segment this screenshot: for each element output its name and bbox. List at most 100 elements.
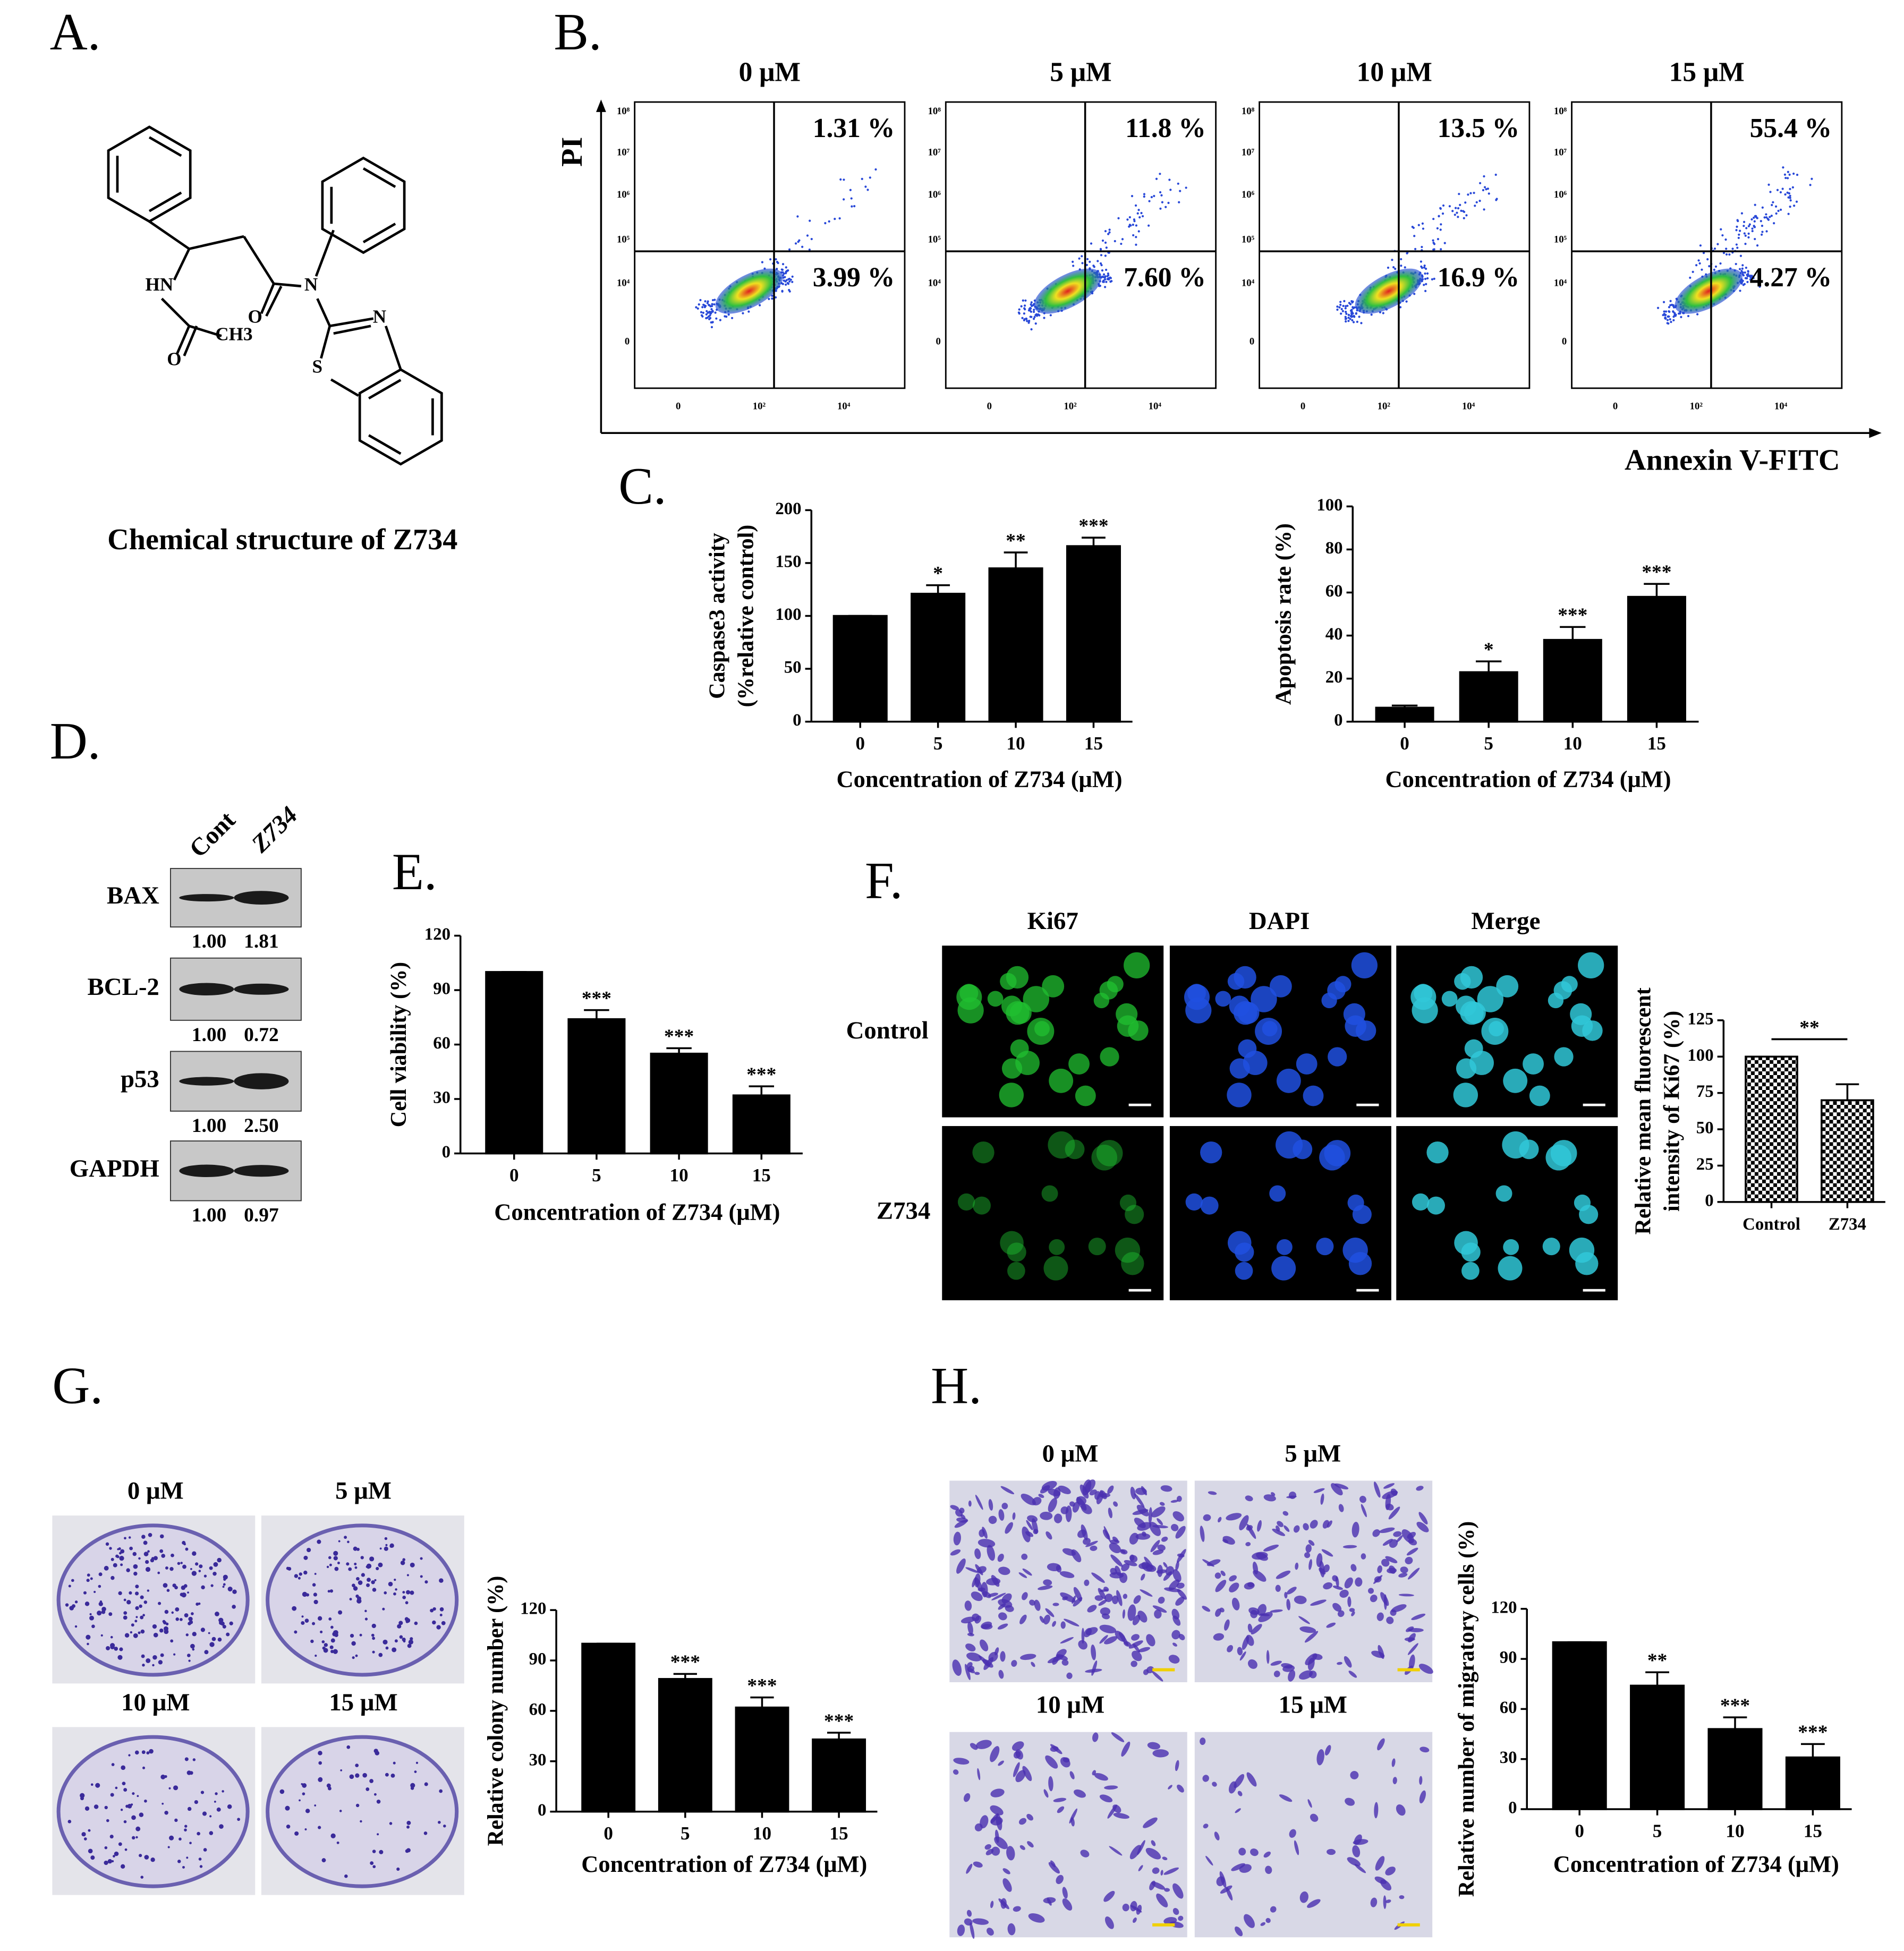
y-tick-label: 75 (1696, 1082, 1714, 1101)
colony (120, 1809, 123, 1811)
flow-event (1750, 275, 1753, 277)
flow-event (1792, 172, 1795, 175)
flow-event (1120, 242, 1123, 245)
colony (356, 1598, 362, 1604)
colony (203, 1848, 207, 1852)
cell (1100, 1047, 1119, 1067)
double-bond (362, 223, 396, 243)
flow-event (1424, 272, 1426, 275)
flow-event (1030, 307, 1032, 310)
migrated-cell (1239, 1651, 1246, 1661)
colony (330, 1638, 335, 1643)
migrated-cell (979, 1529, 985, 1537)
flow-event (1443, 242, 1446, 244)
migrated-cell (1215, 1608, 1221, 1617)
colony (123, 1598, 126, 1601)
x-tick-label: Control (1742, 1215, 1800, 1234)
colony (432, 1620, 436, 1625)
migrated-cell (1383, 1895, 1387, 1909)
flow-event (1150, 195, 1153, 199)
migrated-cell (988, 1515, 997, 1524)
atom-label: O (248, 306, 262, 327)
colony (84, 1601, 90, 1606)
blot-ratio: 1.00 (192, 931, 227, 952)
colony (324, 1643, 328, 1647)
y-tick-label: 0 (1705, 1191, 1713, 1210)
colony (130, 1631, 133, 1634)
migrated-cell (1058, 1485, 1071, 1494)
flow-event (1352, 306, 1354, 309)
flow-event (1143, 195, 1145, 198)
colony (95, 1783, 100, 1788)
migrated-cell (1418, 1664, 1433, 1674)
colony (349, 1774, 354, 1779)
flow-event (1032, 310, 1035, 313)
flow-event (1779, 208, 1782, 211)
migrated-cell (1337, 1610, 1345, 1617)
flow-event (1161, 201, 1163, 203)
migrated-cell (1021, 1553, 1028, 1560)
colony (404, 1617, 409, 1621)
band (179, 1077, 234, 1086)
colony (140, 1876, 144, 1879)
flow-event (1105, 246, 1108, 249)
double-bond (148, 191, 182, 212)
colony (83, 1837, 87, 1841)
migrated-cell (1354, 1834, 1362, 1845)
colony (110, 1557, 114, 1561)
flow-event (1495, 198, 1498, 200)
migrated-cell (1103, 1526, 1111, 1543)
flow-event (1346, 304, 1349, 307)
migrated-cell (1286, 1587, 1297, 1595)
flow-event (1136, 212, 1139, 215)
colony (104, 1805, 108, 1810)
migrated-cell (1132, 1650, 1142, 1662)
flow-event (869, 176, 871, 179)
colony (350, 1633, 354, 1638)
colony (201, 1585, 205, 1590)
migrated-cell (1212, 1782, 1217, 1787)
colony (190, 1643, 195, 1649)
flow-event (1720, 228, 1722, 231)
colony (180, 1562, 183, 1564)
migrated-cell (950, 1505, 959, 1511)
flow-event (1406, 252, 1408, 254)
cell (1000, 973, 1017, 990)
significance: ** (1647, 1650, 1667, 1672)
colony (322, 1646, 326, 1650)
colony (304, 1828, 307, 1830)
migrated-cell (991, 1575, 1000, 1587)
colony (115, 1786, 118, 1790)
migrated-cell (1056, 1875, 1064, 1885)
colony (139, 1604, 142, 1608)
migrated-cell (1294, 1595, 1307, 1604)
migrated-cell (1214, 1572, 1221, 1579)
flow-event (1663, 313, 1665, 316)
colony (439, 1613, 443, 1616)
atom-label: S (312, 356, 323, 377)
migrated-cell (1137, 1522, 1152, 1531)
flow-event (1767, 183, 1770, 186)
migrated-cell (1392, 1777, 1397, 1784)
flow-event (1168, 178, 1171, 181)
flow-event (775, 296, 777, 299)
colony (326, 1783, 331, 1788)
colony (364, 1617, 368, 1621)
migrated-cell (1048, 1862, 1060, 1874)
flow-tick-label: 0 (676, 401, 681, 412)
colony (372, 1637, 376, 1640)
migrated-cell (1289, 1829, 1296, 1838)
error-bar (1476, 660, 1502, 672)
flow-event (1341, 310, 1344, 312)
colony (353, 1586, 358, 1591)
colony (213, 1562, 218, 1567)
flow-tick-label: 10⁶ (1554, 189, 1567, 200)
cell (1042, 975, 1065, 998)
migrated-cell (1157, 1565, 1163, 1577)
colony (305, 1809, 310, 1813)
colony (117, 1655, 123, 1660)
migrated-cell (965, 1664, 971, 1680)
flow-event (1713, 268, 1715, 271)
migrated-cell (1178, 1634, 1185, 1640)
migrated-cell (1163, 1562, 1168, 1568)
